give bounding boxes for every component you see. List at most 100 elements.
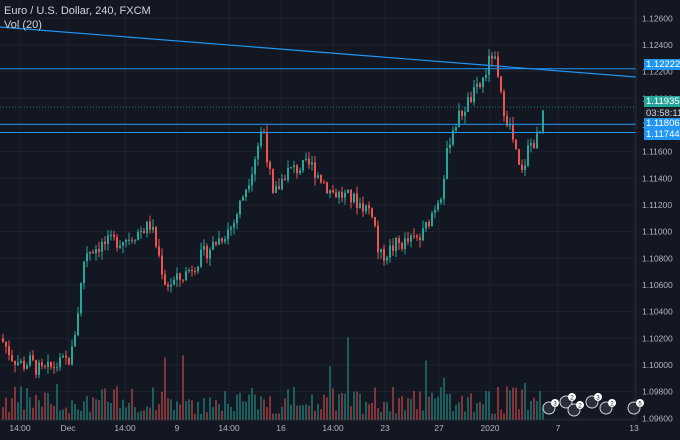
volume-bar — [167, 398, 169, 420]
volume-bar — [404, 410, 406, 420]
volume-bar — [494, 413, 496, 420]
candle-body — [506, 116, 508, 126]
candle-body — [278, 186, 280, 190]
volume-bar — [218, 404, 220, 420]
candle-body — [326, 182, 328, 194]
candle-body — [92, 251, 94, 254]
volume-bar — [440, 387, 442, 420]
symbol-title[interactable]: Euro / U.S. Dollar, 240, FXCM — [4, 5, 151, 17]
candle-body — [494, 56, 496, 59]
volume-bar — [206, 412, 208, 420]
candle-body — [449, 144, 451, 148]
volume-bar — [437, 396, 439, 420]
volume-bar — [86, 396, 88, 420]
price-tick-label: 1.10800 — [642, 253, 673, 263]
volume-bar — [347, 337, 349, 420]
price-axis-bg — [636, 0, 680, 435]
candle-body — [524, 165, 526, 171]
candle-body — [116, 237, 118, 248]
volume-bar — [212, 407, 214, 420]
candle-body — [302, 159, 304, 171]
volume-bar — [428, 396, 430, 420]
volume-bar — [215, 400, 217, 420]
candle-body — [8, 346, 10, 356]
volume-bar — [230, 406, 232, 420]
volume-bar — [41, 406, 43, 420]
economic-event-badge[interactable]: 3 — [542, 399, 559, 415]
volume-bar — [536, 400, 538, 420]
volume-bar — [266, 407, 268, 420]
economic-event-badge[interactable]: 5 — [627, 399, 644, 415]
candle-body — [173, 279, 175, 285]
horizontal-line-price-tag: 1.11806 — [644, 118, 680, 129]
candle-body — [74, 335, 76, 347]
candle-body — [254, 159, 256, 175]
volume-bar — [257, 409, 259, 420]
volume-bar — [179, 404, 181, 420]
volume-bar — [194, 413, 196, 420]
volume-bar — [182, 355, 184, 420]
candle-body — [308, 158, 310, 165]
candle-body — [191, 270, 193, 272]
economic-event-badge[interactable]: 3 — [585, 393, 602, 409]
volume-bar — [305, 404, 307, 420]
volume-bar — [476, 403, 478, 420]
candle-body — [479, 83, 481, 87]
volume-bar — [83, 401, 85, 420]
candle-body — [536, 133, 538, 149]
volume-bar — [269, 396, 271, 420]
volume-bar — [290, 404, 292, 420]
volume-bar — [119, 408, 121, 420]
candle-body — [89, 251, 91, 254]
candle-body — [200, 249, 202, 267]
volume-bar — [2, 407, 4, 420]
volume-bar — [377, 407, 379, 420]
chart-legend: Euro / U.S. Dollar, 240, FXCM Vol (20) — [4, 4, 151, 32]
volume-bar — [176, 401, 178, 420]
volume-bar — [362, 413, 364, 420]
volume-indicator-label[interactable]: Vol (20) — [4, 19, 42, 31]
candle-body — [311, 162, 313, 165]
candle-body — [101, 241, 103, 252]
volume-bar — [44, 392, 46, 420]
volume-bar — [242, 401, 244, 420]
volume-bar — [35, 394, 37, 420]
candle-body — [371, 208, 373, 218]
volume-bar — [248, 394, 250, 420]
candle-body — [179, 273, 181, 280]
candle-body — [38, 362, 40, 375]
volume-bar — [431, 392, 433, 420]
economic-event-badge[interactable]: 2 — [599, 399, 616, 415]
time-tick-label: 14:00 — [322, 423, 344, 433]
economic-event-badge[interactable]: 2 — [559, 393, 576, 409]
candle-body — [527, 145, 529, 166]
time-tick-label: 9 — [175, 423, 180, 433]
trend-line — [0, 26, 637, 78]
candle-body — [29, 355, 31, 366]
volume-bar — [245, 401, 247, 420]
candle-body — [299, 170, 301, 174]
candle-body — [206, 245, 208, 259]
volume-bar — [173, 410, 175, 420]
volume-bar — [284, 398, 286, 420]
economic-event-badge[interactable]: 2 — [567, 401, 584, 417]
volume-bar — [482, 404, 484, 420]
volume-bar — [164, 357, 166, 420]
candle-body — [164, 274, 166, 285]
candle-body — [107, 235, 109, 244]
volume-bar — [308, 405, 310, 420]
candle-body — [425, 222, 427, 229]
time-axis: 14:00 Dec 14:00 9 14:00 16 14:00 23 27 2020 7 13 — [0, 419, 639, 433]
candle-body — [113, 234, 115, 238]
candle-body — [521, 164, 523, 171]
volume-bar — [47, 393, 49, 420]
volume-bar — [458, 402, 460, 420]
volume-bar — [374, 387, 376, 420]
volume-bar — [461, 395, 463, 420]
volume-bar — [401, 396, 403, 420]
candle-body — [56, 367, 58, 369]
price-tick-label: 1.12200 — [642, 67, 673, 77]
candle-body — [176, 273, 178, 280]
